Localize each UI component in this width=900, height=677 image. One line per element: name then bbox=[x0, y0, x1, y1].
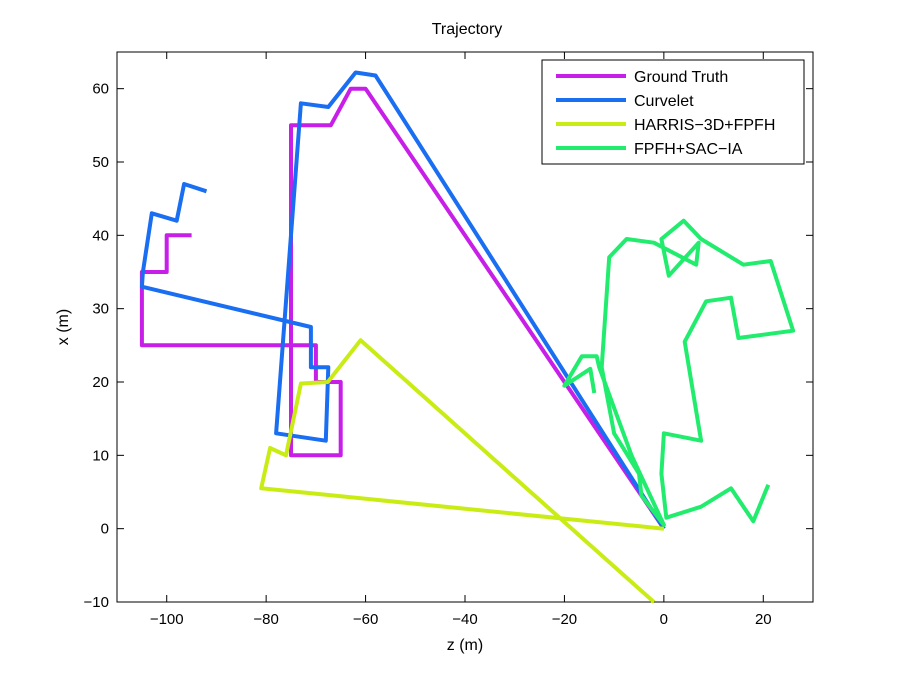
x-tick-label: −20 bbox=[552, 611, 577, 628]
y-tick-label: 0 bbox=[101, 521, 109, 538]
y-tick-label: 10 bbox=[92, 447, 109, 464]
x-axis-title: z (m) bbox=[447, 637, 483, 654]
x-tick-label: −40 bbox=[452, 611, 477, 628]
y-tick-label: 60 bbox=[92, 81, 109, 98]
legend-label-2: Curvelet bbox=[634, 93, 694, 110]
series-layer bbox=[139, 70, 796, 604]
legend-label-1: Ground Truth bbox=[634, 69, 728, 86]
x-tick-label: 0 bbox=[660, 611, 668, 628]
series-line-1 bbox=[139, 86, 666, 530]
x-tick-label: −60 bbox=[353, 611, 378, 628]
y-tick-label: −10 bbox=[84, 594, 109, 611]
legend-label-3: HARRIS−3D+FPFH bbox=[634, 117, 775, 134]
y-axis-title: x (m) bbox=[55, 309, 72, 345]
x-tick-label: −80 bbox=[253, 611, 278, 628]
legend-label-4: FPFH+SAC−IA bbox=[634, 141, 743, 158]
legend: Ground Truth Curvelet HARRIS−3D+FPFH FPFH+S… bbox=[541, 59, 805, 165]
chart-title: Trajectory bbox=[432, 21, 503, 38]
y-tick-label: 40 bbox=[92, 227, 109, 244]
x-tick-label: −100 bbox=[150, 611, 184, 628]
x-tick-label: 20 bbox=[755, 611, 772, 628]
series-line-2 bbox=[139, 70, 666, 530]
y-tick-label: 30 bbox=[92, 301, 109, 318]
y-tick-label: 20 bbox=[92, 374, 109, 391]
y-tick-label: 50 bbox=[92, 154, 109, 171]
series-line-3 bbox=[259, 338, 665, 604]
series-line-4 bbox=[562, 218, 796, 527]
